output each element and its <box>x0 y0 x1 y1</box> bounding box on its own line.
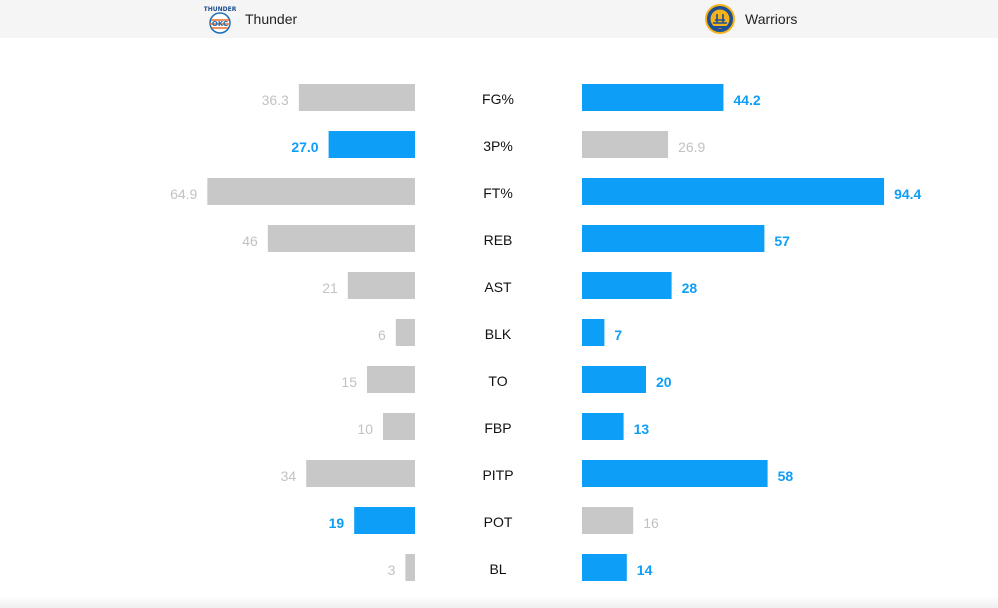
right-value-label: 94.4 <box>894 186 921 202</box>
right-value-label: 7 <box>614 327 622 343</box>
right-value-label: 44.2 <box>733 92 760 108</box>
right-value-label: 26.9 <box>678 139 705 155</box>
category-label: POT <box>484 514 513 530</box>
team-name-warriors: Warriors <box>745 11 798 27</box>
team-thunder[interactable]: THUNDER OKC Thunder <box>204 0 297 38</box>
left-bar <box>306 460 415 487</box>
warriors-logo-icon <box>704 3 736 35</box>
right-bar <box>582 319 605 346</box>
category-label: FBP <box>484 420 511 436</box>
right-value-label: 28 <box>682 280 698 296</box>
svg-text:OKC: OKC <box>212 20 228 28</box>
right-value-label: 20 <box>656 374 672 390</box>
left-bar <box>207 178 415 205</box>
left-value-label: 3 <box>388 562 396 578</box>
left-value-label: 34 <box>281 468 297 484</box>
right-bar <box>582 131 669 158</box>
thunder-logo-icon: THUNDER OKC <box>204 3 236 35</box>
right-bar <box>582 413 624 440</box>
category-label: TO <box>488 373 507 389</box>
left-bar <box>347 272 415 299</box>
team-comparison-chart: FG% 36.3 44.2 3P% 27.0 26.9 FT% 64.9 94.4 REB 46 57… <box>0 38 998 608</box>
category-label: BLK <box>485 326 512 342</box>
comparison-bars: FG% 36.3 44.2 3P% 27.0 26.9 FT% 64.9 94.4 REB 46 57… <box>170 84 922 581</box>
left-bar <box>395 319 415 346</box>
right-value-label: 16 <box>643 515 659 531</box>
left-value-label: 6 <box>378 327 386 343</box>
right-bar <box>582 178 885 205</box>
category-label: FG% <box>482 91 514 107</box>
bottom-divider <box>0 596 998 608</box>
category-label: REB <box>484 232 513 248</box>
right-bar <box>582 84 724 111</box>
left-bar <box>328 131 415 158</box>
category-label: 3P% <box>483 138 513 154</box>
svg-text:THUNDER: THUNDER <box>204 6 236 13</box>
left-value-label: 19 <box>329 515 345 531</box>
right-value-label: 14 <box>637 562 653 578</box>
left-value-label: 46 <box>242 233 258 249</box>
right-value-label: 13 <box>634 421 650 437</box>
left-bar <box>405 554 415 581</box>
left-bar <box>298 84 415 111</box>
teams-header: THUNDER OKC Thunder Warriors <box>0 0 998 38</box>
left-bar <box>383 413 415 440</box>
team-warriors[interactable]: Warriors <box>704 0 797 38</box>
left-value-label: 36.3 <box>262 92 289 108</box>
category-label: BL <box>489 561 506 577</box>
category-label: AST <box>484 279 512 295</box>
left-bar <box>354 507 415 534</box>
left-value-label: 10 <box>357 421 373 437</box>
left-bar <box>267 225 415 252</box>
left-value-label: 15 <box>341 374 357 390</box>
category-label: FT% <box>483 185 513 201</box>
category-label: PITP <box>482 467 513 483</box>
right-bar <box>582 460 768 487</box>
right-bar <box>582 272 672 299</box>
right-bar <box>582 225 765 252</box>
left-bar <box>367 366 415 393</box>
right-bar <box>582 554 627 581</box>
right-bar <box>582 366 646 393</box>
right-value-label: 58 <box>778 468 794 484</box>
left-value-label: 21 <box>322 280 338 296</box>
right-bar <box>582 507 634 534</box>
right-value-label: 57 <box>774 233 790 249</box>
left-value-label: 64.9 <box>170 186 197 202</box>
team-name-thunder: Thunder <box>245 11 298 27</box>
left-value-label: 27.0 <box>291 139 318 155</box>
